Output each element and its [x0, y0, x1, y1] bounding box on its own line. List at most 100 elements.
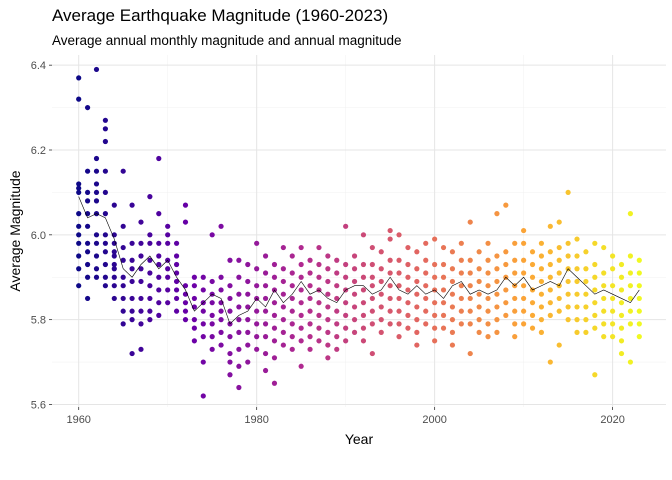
data-point: [423, 308, 429, 314]
data-point: [165, 266, 171, 272]
data-point: [129, 278, 135, 285]
data-point: [618, 274, 625, 280]
data-point: [432, 300, 438, 306]
data-point: [440, 274, 447, 280]
data-point: [636, 257, 642, 263]
data-point: [360, 274, 367, 280]
data-point: [396, 308, 402, 314]
data-point: [334, 283, 340, 289]
data-point: [271, 355, 278, 361]
data-point: [102, 168, 108, 174]
data-point: [218, 342, 224, 348]
data-point: [76, 185, 82, 191]
data-point: [360, 232, 367, 238]
data-point: [396, 257, 402, 263]
axis-ticks: 5.6 5.8 6.0 6.2 6.4 1960 1980 2000 2020: [31, 60, 625, 426]
data-point: [467, 321, 473, 327]
data-point: [84, 104, 91, 111]
data-point: [191, 325, 197, 331]
data-point: [307, 346, 313, 352]
data-point: [458, 308, 464, 314]
data-point: [556, 308, 562, 314]
data-point: [618, 338, 625, 344]
data-point: [93, 266, 100, 272]
data-point: [529, 300, 536, 306]
trend-line: [78, 196, 640, 325]
data-point: [378, 266, 384, 272]
data-point: [414, 329, 420, 335]
data-point: [512, 240, 518, 246]
data-point: [245, 291, 251, 297]
data-point: [236, 291, 242, 297]
data-point: [440, 244, 447, 251]
data-point: [254, 240, 260, 246]
data-point: [173, 261, 180, 268]
data-point: [200, 308, 206, 314]
data-point: [529, 274, 536, 280]
data-point: [351, 304, 358, 310]
data-point: [503, 287, 509, 293]
data-point: [378, 317, 384, 323]
data-point: [405, 312, 411, 318]
data-point: [369, 244, 375, 251]
data-point: [173, 240, 180, 246]
data-point: [574, 266, 580, 272]
data-point: [102, 211, 108, 217]
data-point: [209, 300, 215, 306]
data-point: [432, 274, 438, 280]
data-point: [129, 295, 135, 302]
data-point: [254, 334, 260, 340]
data-point: [467, 257, 473, 263]
data-point: [387, 270, 393, 276]
data-point: [547, 312, 553, 318]
data-point: [618, 312, 625, 318]
data-point: [173, 278, 180, 285]
data-point: [334, 346, 340, 352]
data-point: [218, 308, 224, 314]
data-point: [529, 261, 536, 268]
data-point: [458, 240, 464, 246]
data-point: [583, 317, 589, 323]
data-point: [512, 270, 518, 276]
data-point: [458, 283, 464, 289]
data-point: [218, 287, 224, 293]
data-point: [547, 261, 553, 268]
data-point: [538, 240, 545, 246]
data-point: [467, 283, 473, 289]
data-point: [111, 274, 117, 280]
data-point: [449, 329, 456, 335]
data-point: [449, 249, 456, 255]
data-point: [556, 257, 562, 263]
data-point: [565, 304, 571, 310]
data-point: [245, 261, 251, 268]
data-point: [343, 261, 349, 268]
data-point: [289, 295, 295, 302]
data-point: [111, 253, 117, 259]
data-point: [93, 66, 100, 73]
data-point: [449, 266, 456, 272]
data-point: [236, 384, 242, 391]
data-point: [494, 304, 500, 310]
data-point: [627, 359, 634, 365]
data-point: [351, 278, 358, 285]
data-point: [574, 278, 580, 285]
data-point: [138, 295, 144, 302]
data-point: [236, 317, 242, 323]
data-point: [147, 295, 153, 302]
data-point: [307, 283, 313, 289]
data-point: [165, 274, 171, 280]
data-point: [414, 266, 420, 272]
data-point: [325, 291, 331, 297]
data-point: [387, 321, 393, 327]
data-point: [138, 278, 144, 285]
data-point: [93, 240, 100, 246]
data-point: [423, 295, 429, 302]
data-point: [485, 240, 491, 246]
data-point: [610, 334, 616, 340]
data-point: [209, 278, 215, 285]
data-point: [565, 189, 571, 196]
data-point: [227, 359, 233, 365]
data-point: [120, 308, 126, 314]
y-tick-label: 6.4: [31, 60, 46, 72]
data-point: [271, 325, 278, 331]
